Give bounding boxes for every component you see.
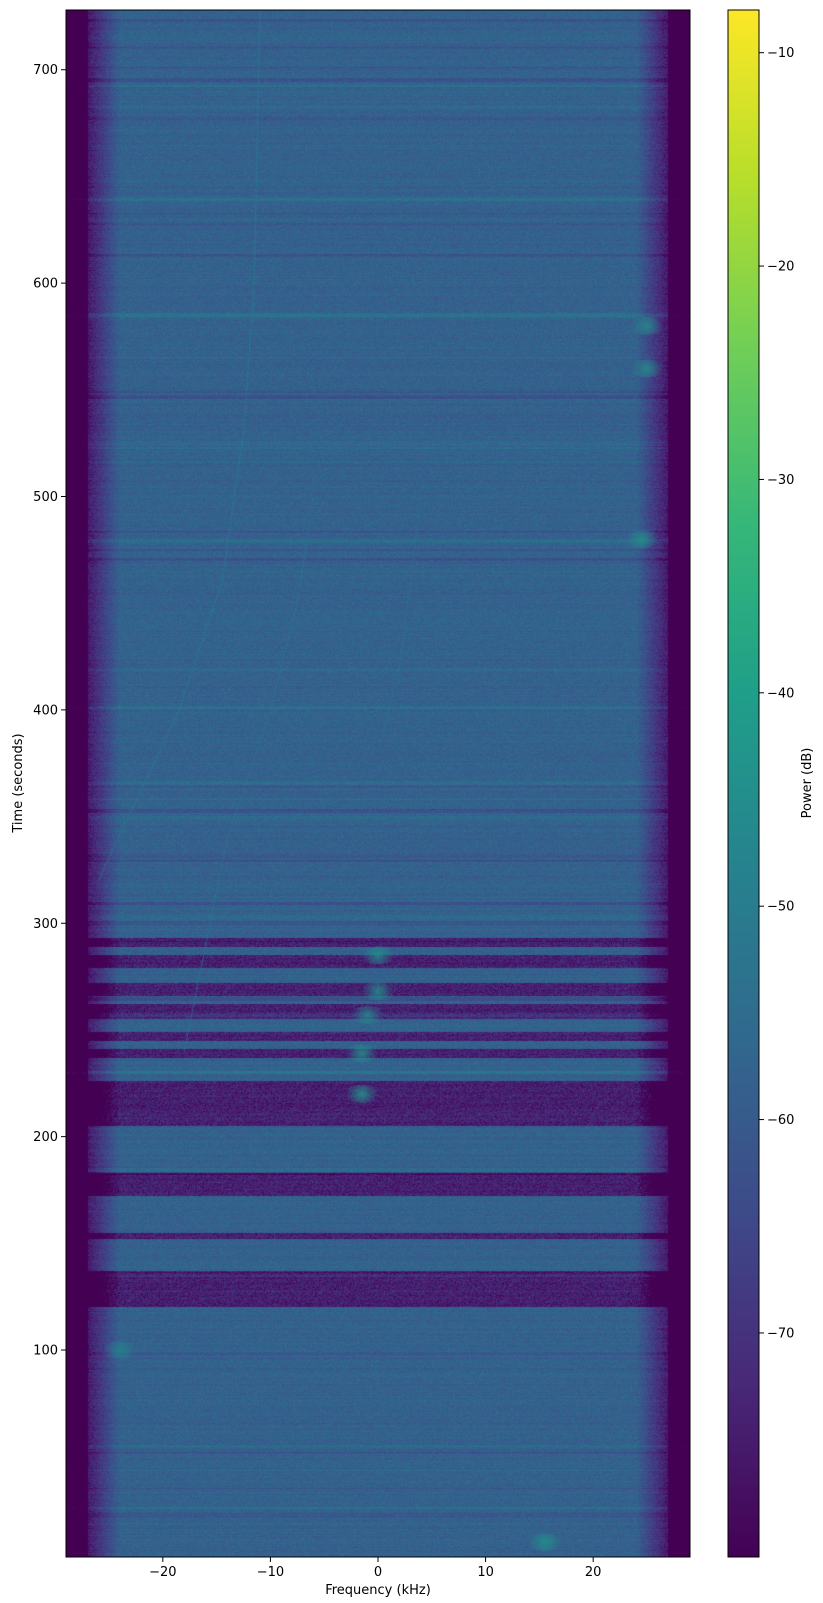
x-tick-label: 0 [374, 1565, 382, 1580]
colorbar-axis: −70 −60 −50 −40 −30 −20 −10 [759, 46, 794, 1341]
colorbar-tick-label: −40 [767, 686, 794, 701]
colorbar-frame [727, 9, 760, 1558]
y-tick-label: 500 [33, 490, 58, 505]
y-tick-label: 200 [33, 1130, 58, 1145]
colorbar-tick-label: −20 [767, 260, 794, 275]
colorbar-tick-label: −50 [767, 900, 794, 915]
y-axis: 100 200 300 400 500 600 700 [33, 63, 66, 1359]
y-tick-label: 100 [33, 1344, 58, 1359]
x-tick-label: 20 [585, 1565, 602, 1580]
x-axis: −20 −10 0 10 20 [149, 1557, 601, 1580]
spectrogram-heatmap [66, 10, 690, 1557]
y-tick-label: 300 [33, 917, 58, 932]
x-tick-label: −20 [149, 1565, 176, 1580]
x-tick-label: −10 [257, 1565, 284, 1580]
y-tick-label: 600 [33, 277, 58, 292]
x-tick-label: 10 [477, 1565, 494, 1580]
colorbar-tick-label: −60 [767, 1113, 794, 1128]
colorbar-tick-label: −70 [767, 1326, 794, 1341]
spectrogram-image-wrap [66, 10, 690, 1557]
colorbar [728, 10, 759, 1557]
y-tick-label: 400 [33, 703, 58, 718]
y-axis-label: Time (seconds) [11, 733, 26, 833]
colorbar-label: Power (dB) [800, 748, 815, 819]
y-tick-label: 700 [33, 63, 58, 78]
x-axis-label: Frequency (kHz) [325, 1583, 431, 1598]
colorbar-tick-label: −30 [767, 473, 794, 488]
colorbar-tick-label: −10 [767, 46, 794, 61]
